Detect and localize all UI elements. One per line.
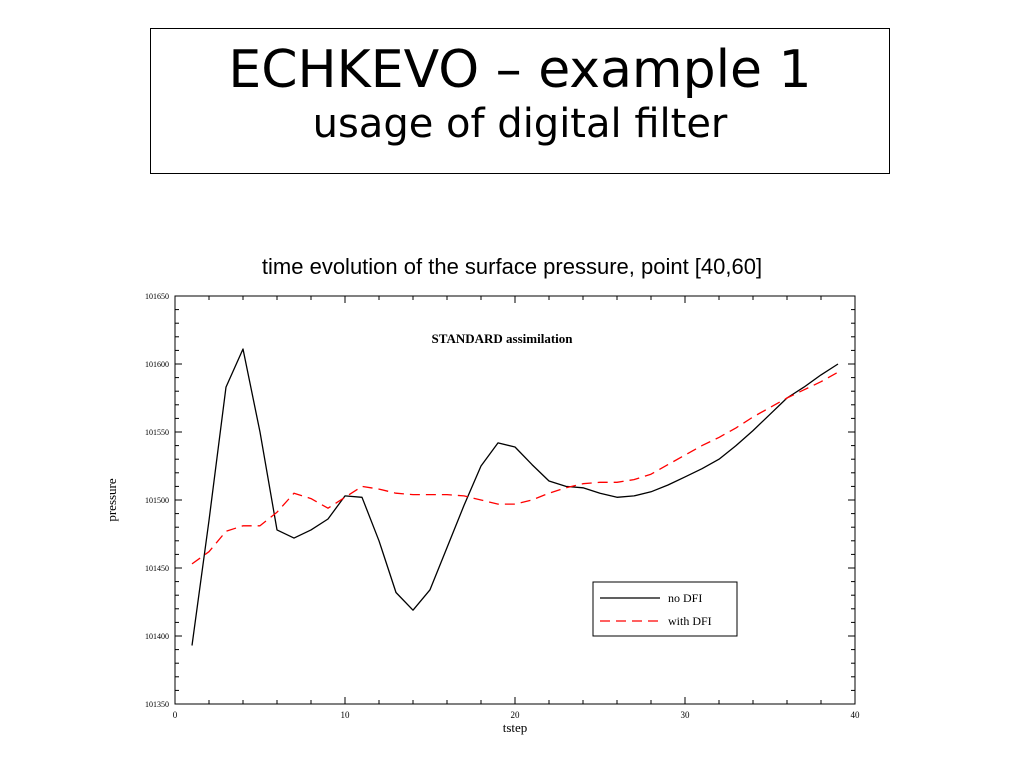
x-tick-label: 0 [173,710,178,720]
legend-label-no-dfi: no DFI [668,591,702,605]
x-axis-label: tstep [503,720,528,735]
axis-ticks: 0 10 20 30 40 101350 101400 101450 101500 101550 1… [145,292,860,720]
y-tick-label: 101650 [145,292,169,301]
y-tick-label: 101550 [145,428,169,437]
y-tick-label: 101600 [145,360,169,369]
y-tick-label: 101400 [145,632,169,641]
x-tick-label: 30 [681,710,691,720]
y-tick-label: 101350 [145,700,169,709]
plot-frame [174,295,856,705]
legend-label-with-dfi: with DFI [668,614,712,628]
chart-title: STANDARD assimilation [432,331,574,346]
y-tick-label: 101450 [145,564,169,573]
series-line-no-dfi [191,348,839,646]
slide-title: ECHKEVO – example 1 [228,40,812,100]
x-tick-label: 40 [851,710,861,720]
title-box: ECHKEVO – example 1 usage of digital fil… [150,28,890,174]
series-line-with-dfi [191,371,839,565]
slide-subtitle: usage of digital filter [312,101,728,147]
y-axis-label: pressure [104,478,119,522]
legend: no DFI with DFI [592,581,738,637]
series-layer [191,348,839,646]
y-tick-label: 101500 [145,496,169,505]
x-tick-label: 20 [511,710,521,720]
legend-box [592,581,738,637]
chart-caption: time evolution of the surface pressure, … [261,254,763,279]
x-tick-label: 10 [341,710,351,720]
